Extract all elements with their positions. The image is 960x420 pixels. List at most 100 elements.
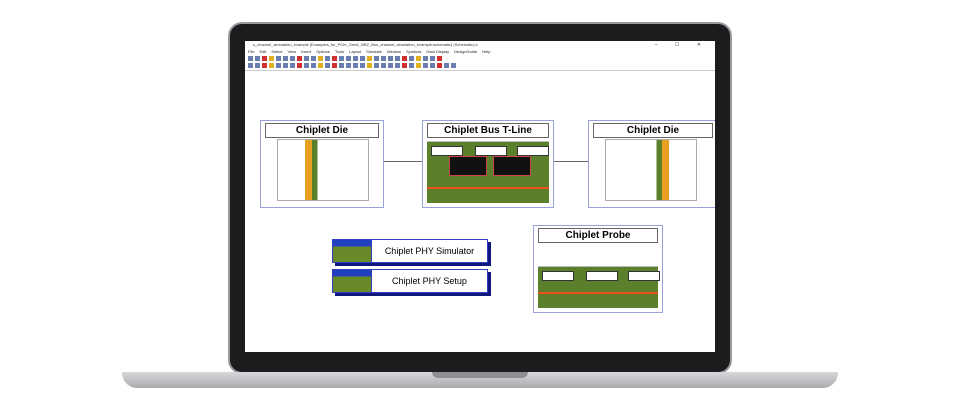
chiplet-probe-block[interactable]: Chiplet Probe <box>533 225 663 313</box>
menu-layout[interactable]: Layout <box>349 49 362 54</box>
toolbar-icon[interactable] <box>269 63 274 68</box>
button-label: Chiplet PHY Simulator <box>384 246 475 256</box>
title-bar: s_channel_simulation_example [Examples_f… <box>245 41 715 49</box>
menu-view[interactable]: View <box>287 49 297 54</box>
chiplet-die-left-block[interactable]: Chiplet Die <box>260 120 384 208</box>
toolbar-icon[interactable] <box>381 63 386 68</box>
toolbar-icon[interactable] <box>381 56 386 61</box>
window-controls[interactable]: – ☐ ✕ <box>654 42 709 48</box>
toolbar-icon[interactable] <box>339 56 344 61</box>
toolbar-icon[interactable] <box>353 56 358 61</box>
toolbar-icon[interactable] <box>283 63 288 68</box>
chiplet-phy-simulator-button[interactable]: Chiplet PHY Simulator <box>332 239 488 263</box>
menu-help[interactable]: Help <box>482 49 491 54</box>
chiplet-bus-tline-block[interactable]: Chiplet Bus T-Line <box>422 120 554 208</box>
toolbar-icon[interactable] <box>402 63 407 68</box>
toolbar-icon[interactable] <box>388 63 393 68</box>
toolbar-icon[interactable] <box>437 63 442 68</box>
toolbar-icon[interactable] <box>276 56 281 61</box>
toolbar-icon[interactable] <box>423 56 428 61</box>
toolbar-icon[interactable] <box>255 56 260 61</box>
toolbar-icon[interactable] <box>283 56 288 61</box>
toolbar-icon[interactable] <box>332 63 337 68</box>
toolbar-icon[interactable] <box>339 63 344 68</box>
app-window: s_channel_simulation_example [Examples_f… <box>245 41 715 352</box>
schematic-canvas[interactable]: Chiplet Die Chiplet Bus T-Line Chiplet D… <box>245 70 715 352</box>
menu-options[interactable]: Options <box>316 49 330 54</box>
toolbar-icon[interactable] <box>409 63 414 68</box>
toolbar-icon[interactable] <box>423 63 428 68</box>
toolbar-icon[interactable] <box>297 56 302 61</box>
toolbar-icon[interactable] <box>374 56 379 61</box>
laptop-notch <box>432 372 528 378</box>
block-title: Chiplet Die <box>593 123 713 138</box>
toolbar-icon[interactable] <box>311 63 316 68</box>
toolbar-icon[interactable] <box>444 63 449 68</box>
toolbar-icon[interactable] <box>367 63 372 68</box>
menu-window[interactable]: Window <box>386 49 402 54</box>
toolbar-icon[interactable] <box>248 56 253 61</box>
window-title: s_channel_simulation_example [Examples_f… <box>253 42 479 47</box>
toolbar-icon[interactable] <box>395 63 400 68</box>
pcb-cross-section <box>427 141 549 203</box>
toolbar-icon[interactable] <box>395 56 400 61</box>
button-label: Chiplet PHY Setup <box>392 276 467 286</box>
toolbar-icon[interactable] <box>409 56 414 61</box>
menu-select[interactable]: Select <box>271 49 283 54</box>
toolbar-icon[interactable] <box>325 56 330 61</box>
toolbar-icon[interactable] <box>332 56 337 61</box>
toolbar-icon[interactable] <box>374 63 379 68</box>
toolbar-2 <box>245 62 715 69</box>
menu-designguide[interactable]: DesignGuide <box>454 49 478 54</box>
block-title: Chiplet Probe <box>538 228 658 243</box>
toolbar-icon[interactable] <box>346 56 351 61</box>
toolbar-icon[interactable] <box>402 56 407 61</box>
toolbar-icon[interactable] <box>248 63 253 68</box>
setup-icon <box>333 270 372 292</box>
toolbar-icon[interactable] <box>262 56 267 61</box>
toolbar-icon[interactable] <box>290 56 295 61</box>
menu-file[interactable]: File <box>248 49 255 54</box>
toolbar-icon[interactable] <box>304 63 309 68</box>
laptop-base <box>122 372 838 388</box>
toolbar-icon[interactable] <box>416 56 421 61</box>
toolbar-icon[interactable] <box>255 63 260 68</box>
menu-symbols[interactable]: Symbols <box>406 49 422 54</box>
menu-insert[interactable]: Insert <box>301 49 312 54</box>
simulator-icon <box>333 240 372 262</box>
toolbar-icon[interactable] <box>318 63 323 68</box>
toolbar-icon[interactable] <box>346 63 351 68</box>
toolbar-icon[interactable] <box>388 56 393 61</box>
toolbar-icon[interactable] <box>367 56 372 61</box>
toolbar-icon[interactable] <box>451 63 456 68</box>
wire <box>384 161 422 162</box>
toolbar-1 <box>245 55 715 62</box>
toolbar-icon[interactable] <box>416 63 421 68</box>
chiplet-phy-setup-button[interactable]: Chiplet PHY Setup <box>332 269 488 293</box>
chiplet-die-right-block[interactable]: Chiplet Die <box>588 120 715 208</box>
die-symbol <box>605 139 697 201</box>
block-title: Chiplet Bus T-Line <box>427 123 549 138</box>
toolbar-icon[interactable] <box>262 63 267 68</box>
menu-tools[interactable]: Tools <box>334 49 345 54</box>
menu-data-display[interactable]: Data Display <box>426 49 450 54</box>
toolbar-icon[interactable] <box>276 63 281 68</box>
toolbar-icon[interactable] <box>297 63 302 68</box>
toolbar-icon[interactable] <box>318 56 323 61</box>
menu-simulate[interactable]: Simulate <box>366 49 382 54</box>
toolbar-icon[interactable] <box>304 56 309 61</box>
toolbar-icon[interactable] <box>430 63 435 68</box>
toolbar-icon[interactable] <box>437 56 442 61</box>
menu-bar: File Edit Select View Insert Options Tools Layo… <box>245 49 715 55</box>
toolbar-icon[interactable] <box>325 63 330 68</box>
wire <box>554 161 588 162</box>
toolbar-icon[interactable] <box>311 56 316 61</box>
toolbar-icon[interactable] <box>360 63 365 68</box>
toolbar-icon[interactable] <box>269 56 274 61</box>
pcb-cross-section <box>538 266 660 308</box>
menu-edit[interactable]: Edit <box>259 49 267 54</box>
toolbar-icon[interactable] <box>430 56 435 61</box>
toolbar-icon[interactable] <box>360 56 365 61</box>
toolbar-icon[interactable] <box>353 63 358 68</box>
toolbar-icon[interactable] <box>290 63 295 68</box>
